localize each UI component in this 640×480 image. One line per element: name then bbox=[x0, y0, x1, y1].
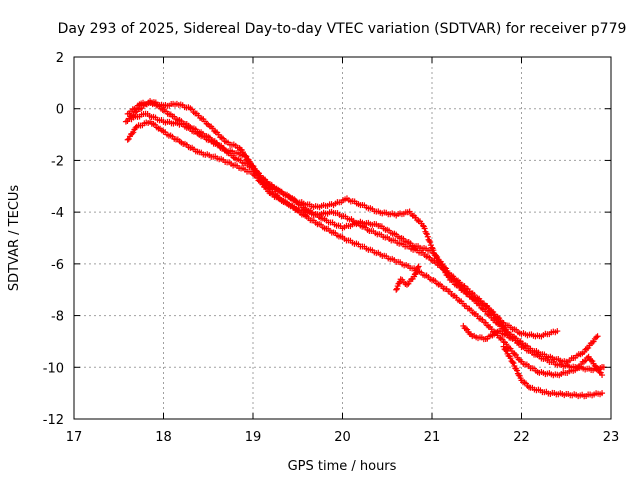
data-point bbox=[443, 265, 450, 272]
data-point bbox=[599, 372, 606, 379]
y-tick-label: -10 bbox=[43, 361, 64, 376]
data-point bbox=[585, 353, 592, 360]
data-point bbox=[254, 174, 261, 181]
data-point bbox=[464, 326, 471, 333]
series-day-7 bbox=[460, 322, 516, 343]
series-day-4 bbox=[124, 118, 606, 379]
x-tick-label: 23 bbox=[603, 430, 620, 445]
data-point bbox=[256, 178, 263, 185]
data-point bbox=[583, 345, 590, 352]
data-point bbox=[593, 334, 600, 341]
y-tick-label: -2 bbox=[51, 154, 64, 169]
y-tick-label: 2 bbox=[56, 51, 64, 66]
axis-ticks: 17 18 19 20 21 22 23 -12 -10 -8 -6 -4 -2 0 2 bbox=[43, 51, 620, 445]
data-point bbox=[132, 124, 139, 131]
data-point bbox=[594, 364, 601, 371]
data-point bbox=[509, 359, 516, 366]
data-point bbox=[429, 247, 435, 254]
x-tick-label: 17 bbox=[66, 430, 83, 445]
series-day-3 bbox=[126, 110, 607, 374]
data-point bbox=[423, 230, 430, 237]
data-point bbox=[588, 357, 595, 364]
y-tick-label: 0 bbox=[56, 103, 64, 118]
data-point bbox=[599, 390, 606, 397]
data-point bbox=[124, 136, 131, 143]
data-point bbox=[514, 367, 521, 374]
data-point bbox=[439, 261, 446, 268]
y-tick-label: -8 bbox=[51, 310, 64, 325]
y-tick-label: -12 bbox=[43, 413, 64, 428]
data-point bbox=[129, 130, 136, 137]
data-point bbox=[427, 239, 434, 246]
data-point bbox=[554, 328, 561, 335]
y-tick-label: -6 bbox=[51, 258, 64, 273]
data-point bbox=[441, 264, 448, 271]
data-point bbox=[590, 338, 597, 345]
data-point bbox=[434, 254, 441, 261]
data-point bbox=[506, 344, 513, 351]
data-point bbox=[242, 153, 249, 160]
data-point bbox=[490, 312, 497, 319]
data-point bbox=[125, 135, 132, 142]
data-point bbox=[462, 325, 469, 332]
data-point bbox=[512, 352, 519, 359]
data-point bbox=[421, 225, 428, 232]
data-point bbox=[415, 263, 422, 270]
y-axis-label: SDTVAR / TECUs bbox=[7, 185, 22, 292]
data-point bbox=[263, 185, 270, 192]
data-point bbox=[509, 335, 516, 342]
data-point bbox=[510, 360, 517, 367]
data-point bbox=[130, 129, 137, 136]
data-series bbox=[122, 98, 607, 400]
data-point bbox=[413, 269, 420, 276]
chart-title: Day 293 of 2025, Sidereal Day-to-day VTE… bbox=[58, 21, 627, 37]
data-point bbox=[511, 350, 518, 357]
series-day-6 bbox=[393, 263, 422, 293]
x-axis-label: GPS time / hours bbox=[288, 459, 397, 474]
series-day-5 bbox=[500, 343, 606, 400]
x-tick-label: 18 bbox=[155, 430, 172, 445]
data-point bbox=[426, 237, 433, 244]
data-point bbox=[502, 346, 509, 353]
data-point bbox=[393, 286, 400, 293]
data-point bbox=[589, 358, 596, 365]
data-point bbox=[594, 333, 601, 340]
data-point bbox=[485, 305, 492, 312]
x-tick-label: 20 bbox=[334, 430, 351, 445]
data-point bbox=[492, 315, 499, 322]
data-point bbox=[589, 339, 596, 346]
data-point bbox=[507, 355, 514, 362]
y-tick-label: -4 bbox=[51, 206, 64, 221]
x-tick-label: 22 bbox=[513, 430, 530, 445]
x-tick-label: 21 bbox=[424, 430, 441, 445]
data-point bbox=[393, 285, 400, 292]
x-tick-label: 19 bbox=[245, 430, 262, 445]
data-point bbox=[503, 348, 510, 355]
data-point bbox=[414, 264, 421, 271]
data-point bbox=[424, 233, 431, 240]
data-point bbox=[494, 316, 501, 323]
data-point bbox=[262, 184, 269, 191]
